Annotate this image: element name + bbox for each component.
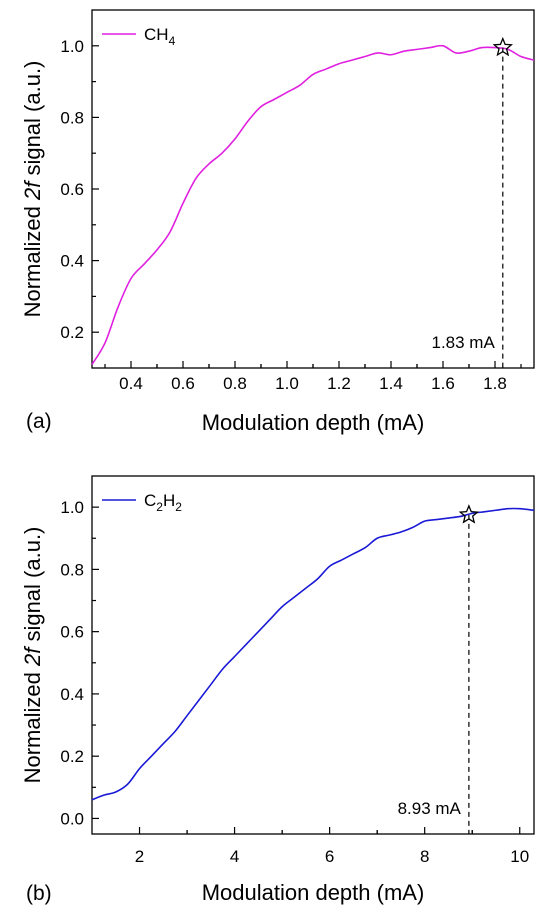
x-axis-title: Modulation depth (mA) [202, 410, 425, 435]
x-tick-label: 1.0 [275, 374, 299, 393]
panel-label: (b) [26, 882, 52, 905]
x-tick-label: 1.2 [327, 374, 351, 393]
chart-panel-b: 2 4 6 8 10 0.0 0.2 0.4 0.6 0.8 1.0 Modulation depth… [20, 475, 535, 905]
marker-annotation: 8.93 mA [398, 799, 462, 818]
y-axis-title-italic: 2f [20, 179, 45, 201]
y-axis-title-part: Normalized [20, 200, 45, 317]
legend-part: H [163, 491, 175, 510]
y-axis-title-part: signal (a.u.) [20, 527, 45, 648]
legend-part: C [144, 491, 156, 510]
x-tick-label: 0.8 [223, 374, 247, 393]
y-tick-label: 0.2 [60, 323, 84, 342]
x-tick-label: 8 [420, 847, 429, 866]
y-tick-label: 0.2 [60, 747, 84, 766]
legend-part: CH [144, 25, 169, 44]
panel-label: (a) [26, 410, 52, 433]
plot-frame [91, 9, 535, 369]
x-axis-title: Modulation depth (mA) [202, 880, 425, 905]
legend-subscript: 4 [169, 34, 176, 48]
legend-label: CH4 [144, 25, 176, 48]
star-marker [492, 36, 513, 57]
y-tick-label: 0.6 [60, 180, 84, 199]
legend-subscript: 2 [175, 500, 182, 514]
x-tick-label: 1.8 [483, 374, 507, 393]
y-tick-label: 0.6 [60, 623, 84, 642]
x-tick-label: 2 [135, 847, 144, 866]
x-tick-label: 6 [325, 847, 334, 866]
y-axis-title: Normalized 2f signal (a.u.) [20, 61, 45, 318]
marker-annotation: 1.83 mA [431, 333, 495, 352]
series-line [91, 44, 535, 365]
legend-subscript: 2 [156, 500, 163, 514]
x-tick-label: 0.6 [171, 374, 195, 393]
star-marker [458, 504, 480, 524]
y-tick-label: 0.4 [60, 685, 84, 704]
y-tick-label: 1.0 [60, 498, 84, 517]
x-tick-label: 1.6 [431, 374, 455, 393]
x-tick-label: 4 [230, 847, 239, 866]
y-tick-label: 0.4 [60, 252, 84, 271]
series-line [91, 507, 535, 801]
y-axis-title: Normalized 2f signal (a.u.) [20, 527, 45, 784]
y-tick-label: 1.0 [60, 37, 84, 56]
legend-label: C2H2 [144, 491, 182, 514]
y-axis-title-italic: 2f [20, 645, 45, 667]
y-axis-title-part: signal (a.u.) [20, 61, 45, 182]
x-tick-label: 0.4 [119, 374, 143, 393]
x-tick-label: 1.4 [379, 374, 403, 393]
plot-frame [91, 475, 535, 835]
chart-panel-a: 0.4 0.6 0.8 1.0 1.2 1.4 1.6 1.8 0.2 0.4 0.6 0.8 1.0 M… [20, 9, 535, 435]
y-tick-label: 0.0 [60, 809, 84, 828]
x-tick-label: 10 [510, 847, 529, 866]
y-axis-title-part: Normalized [20, 666, 45, 783]
y-tick-label: 0.8 [60, 108, 84, 127]
y-tick-label: 0.8 [60, 560, 84, 579]
